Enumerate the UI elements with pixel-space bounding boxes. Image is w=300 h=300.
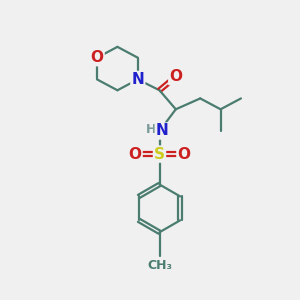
Text: S: S	[154, 147, 165, 162]
Text: O: O	[91, 50, 103, 65]
Text: N: N	[156, 124, 169, 139]
Text: O: O	[169, 69, 182, 84]
Text: O: O	[129, 147, 142, 162]
Text: H: H	[146, 123, 157, 136]
Text: CH₃: CH₃	[147, 259, 172, 272]
Text: O: O	[177, 147, 190, 162]
Text: N: N	[131, 72, 144, 87]
